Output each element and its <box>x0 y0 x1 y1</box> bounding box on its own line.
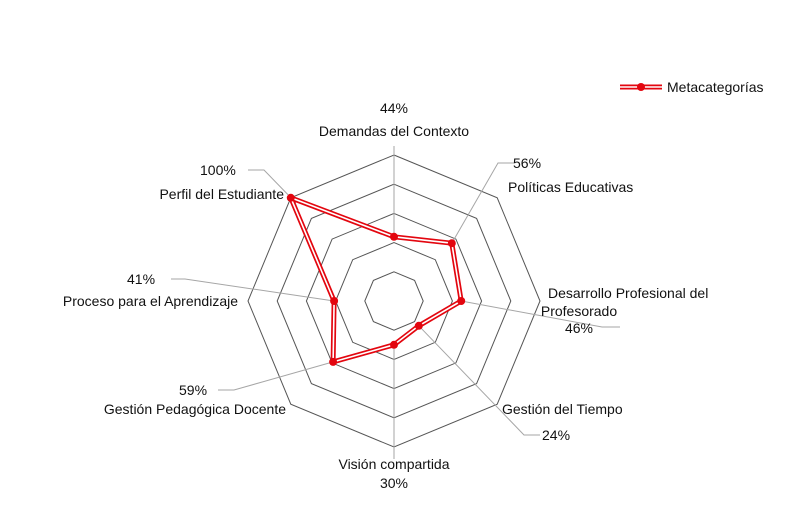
data-point-6 <box>329 357 338 366</box>
leader-line-6 <box>218 361 334 391</box>
data-label-6: 59% <box>179 382 207 398</box>
data-label-5: 30% <box>380 475 408 491</box>
leader-line-7 <box>171 278 335 302</box>
data-point-3 <box>457 297 466 305</box>
legend-swatch-marker <box>637 83 645 91</box>
data-label-1: 44% <box>380 100 408 116</box>
data-point-5 <box>390 340 398 349</box>
data-label-4: 24% <box>542 427 570 443</box>
data-point-4 <box>414 321 423 330</box>
data-point-8 <box>286 193 295 202</box>
category-label-4: Gestión del Tiempo <box>502 401 623 417</box>
legend-label: Metacategorías <box>667 79 764 95</box>
grid-ring-1 <box>364 271 424 331</box>
series-metacategorias <box>286 193 466 366</box>
category-label-5: Visión compartida <box>338 456 449 472</box>
data-point-1 <box>390 232 398 241</box>
category-label-8: Perfil del Estudiante <box>159 186 284 202</box>
leader-line-3 <box>461 300 620 328</box>
category-labels: 44% Demandas del Contexto Políticas Educat… <box>63 100 708 491</box>
data-label-3: 46% <box>565 320 593 336</box>
category-label-7: Proceso para el Aprendizaje <box>63 293 238 309</box>
category-label-1: Demandas del Contexto <box>319 123 469 139</box>
leader-line-2 <box>451 162 514 244</box>
data-label-8: 100% <box>200 162 236 178</box>
category-label-2: Políticas Educativas <box>508 179 633 195</box>
legend: Metacategorías <box>620 79 764 95</box>
category-label-3: Profesorado <box>541 303 617 319</box>
data-point-2 <box>447 239 456 248</box>
data-label-7: 41% <box>127 271 155 287</box>
leader-line-4 <box>418 325 540 436</box>
category-label-3: Desarrollo Profesional del <box>548 285 708 301</box>
category-label-6: Gestión Pedagógica Docente <box>104 401 286 417</box>
label-leader-lines <box>171 146 620 459</box>
leader-line-8 <box>248 169 297 204</box>
data-label-2: 56% <box>513 155 541 171</box>
data-point-7 <box>330 297 339 305</box>
